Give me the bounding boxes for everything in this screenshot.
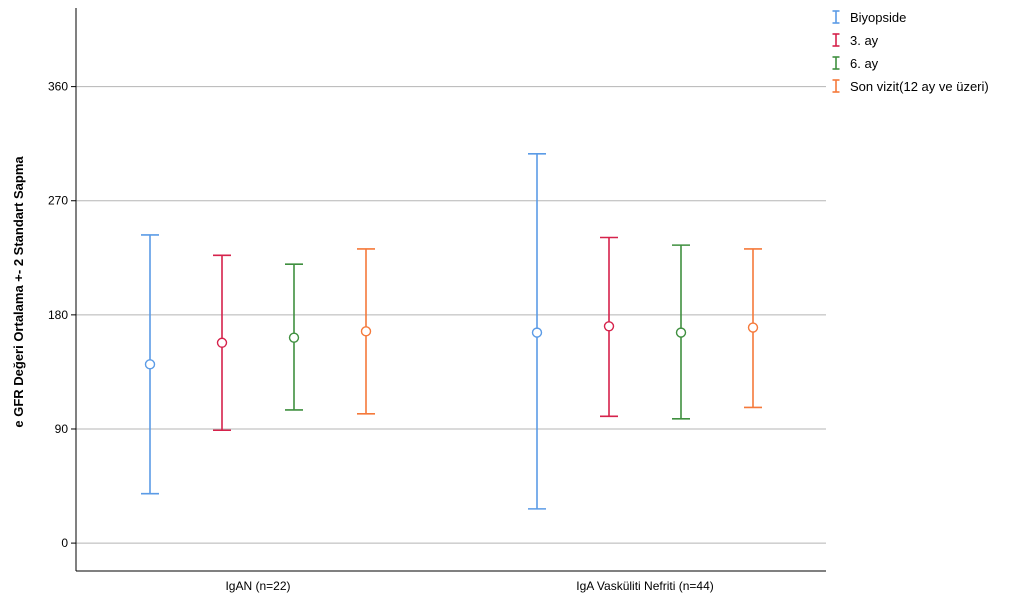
mean-point	[288, 332, 300, 343]
legend-item-0: Biyopside	[832, 10, 906, 25]
legend-item-3: Son vizit(12 ay ve üzeri)	[832, 79, 989, 94]
error-bar-3-0	[357, 248, 375, 415]
y-tick-label-180: 180	[48, 308, 68, 322]
y-tick-label-0: 0	[61, 536, 68, 550]
error-bar-2-0	[285, 263, 303, 411]
y-axis-title: e GFR Değeri Ortalama +- 2 Standart Sapm…	[11, 156, 26, 428]
error-bar-2-1	[672, 244, 690, 420]
mean-point	[360, 326, 372, 337]
x-tick-label-1: IgA Vasküliti Nefriti (n=44)	[576, 579, 714, 593]
error-bar-0-0	[141, 234, 159, 495]
error-bar-1-0	[213, 254, 231, 432]
mean-point	[531, 327, 543, 338]
error-bars	[141, 153, 762, 510]
mean-point	[675, 327, 687, 338]
gridlines	[76, 86, 826, 544]
mean-point	[144, 359, 156, 370]
mean-point	[747, 322, 759, 333]
legend-item-1: 3. ay	[832, 33, 879, 48]
axes	[75, 8, 826, 572]
mean-point	[216, 337, 228, 348]
error-bar-3-1	[744, 248, 762, 409]
legend-label: Biyopside	[850, 10, 906, 25]
x-tick-label-0: IgAN (n=22)	[225, 579, 290, 593]
error-bar-0-1	[528, 153, 546, 510]
mean-point	[603, 321, 615, 332]
y-tick-label-360: 360	[48, 80, 68, 94]
legend-label: 3. ay	[850, 33, 879, 48]
legend-label: Son vizit(12 ay ve üzeri)	[850, 79, 989, 94]
error-bar-1-1	[600, 236, 618, 418]
legend: Biyopside 3. ay 6. ay Son vizit(12 ay ve üz…	[832, 10, 989, 94]
y-tick-label-90: 90	[55, 422, 69, 436]
y-ticks: 0 90 180 270 360	[48, 80, 76, 550]
x-ticks: IgAN (n=22) IgA Vasküliti Nefriti (n=44)	[225, 579, 713, 593]
legend-label: 6. ay	[850, 56, 879, 71]
legend-item-2: 6. ay	[832, 56, 879, 71]
y-tick-label-270: 270	[48, 194, 68, 208]
